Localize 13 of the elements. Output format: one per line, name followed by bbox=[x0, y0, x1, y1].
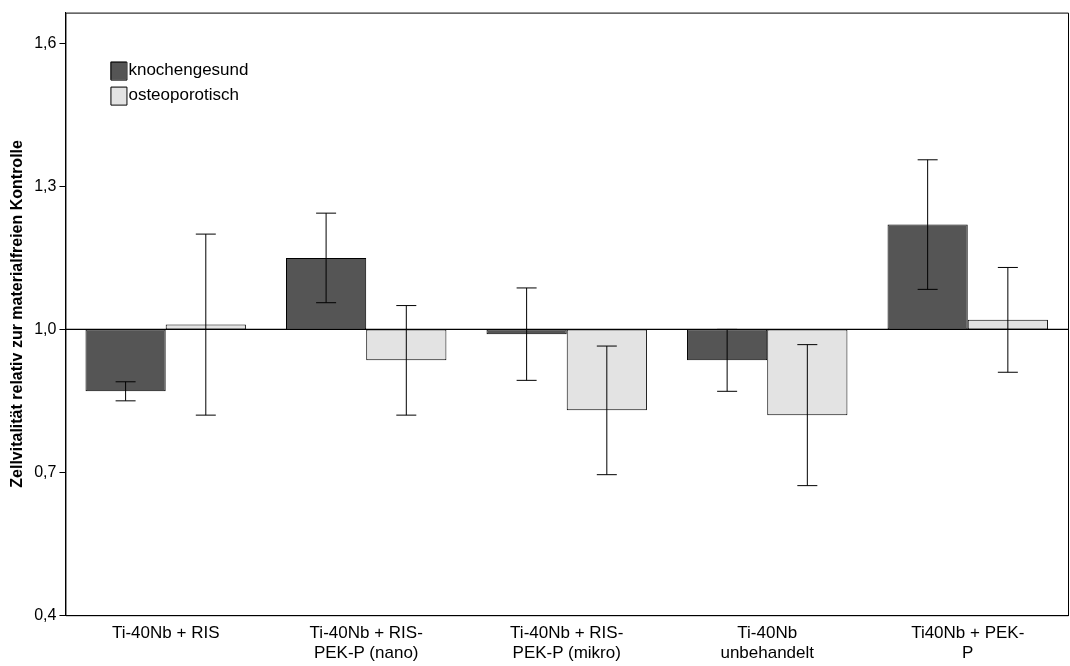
x-tick-label: Ti-40Nb + RIS- PEK-P (mikro) bbox=[510, 623, 624, 663]
x-tick-label: Ti-40Nb unbehandelt bbox=[720, 623, 815, 663]
y-tick-label: 0,7 bbox=[34, 462, 57, 480]
y-tick-label: 1,6 bbox=[34, 33, 57, 51]
y-axis-title: Zellvitalität relativ zur materialfreien Kontrolle bbox=[8, 139, 26, 488]
y-tick-label: 1,3 bbox=[34, 176, 57, 194]
x-tick-label: Ti-40Nb + RIS- PEK-P (nano) bbox=[309, 623, 423, 663]
legend-label: osteoporotisch bbox=[128, 85, 240, 105]
y-tick-label: 1,0 bbox=[34, 319, 57, 337]
y-tick-label: 0,4 bbox=[34, 605, 57, 623]
x-tick-label: Ti-40Nb + RIS bbox=[111, 623, 220, 643]
legend-label: knochengesund bbox=[128, 60, 249, 80]
x-tick-label: Ti40Nb + PEK- P bbox=[911, 623, 1025, 663]
